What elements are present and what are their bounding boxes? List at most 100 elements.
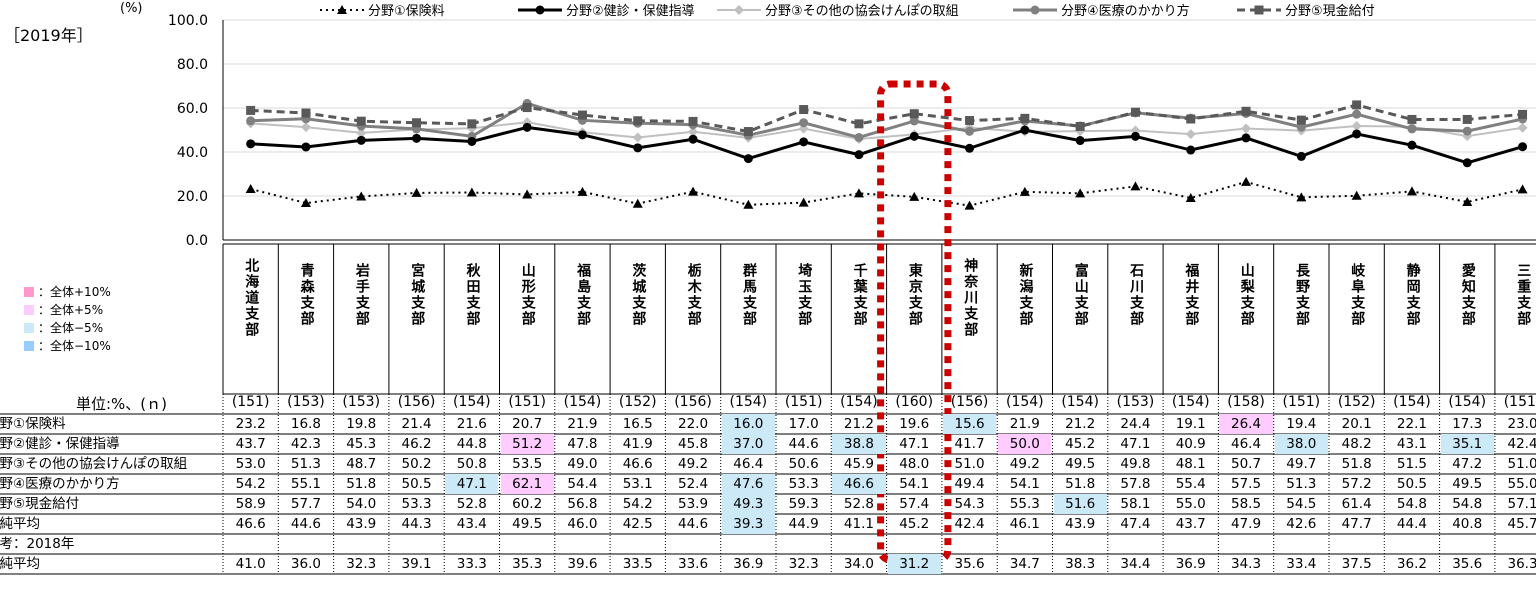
table-cell: 49.7 <box>1286 456 1317 472</box>
table-cell: 33.3 <box>456 556 487 572</box>
y-tick-label: 100.0 <box>168 13 208 29</box>
data-point <box>356 191 367 201</box>
table-cell: 42.5 <box>622 516 653 532</box>
table-cell: 48.2 <box>1341 436 1372 452</box>
table-cell: 40.8 <box>1452 516 1483 532</box>
table-cell: 47.7 <box>1341 516 1372 532</box>
data-point <box>854 119 864 129</box>
table-cell: 50.6 <box>788 456 819 472</box>
category-label: 新潟支部 <box>1017 263 1034 327</box>
data-point <box>356 135 366 145</box>
table-cell: 35.3 <box>512 556 543 572</box>
data-point <box>1186 114 1196 124</box>
key-label: ：全体−10% <box>38 339 111 353</box>
category-label: 北海道支部 <box>243 258 260 338</box>
n-count: (154) <box>1393 394 1431 410</box>
data-point <box>1241 106 1251 116</box>
data-point <box>1075 188 1086 198</box>
row-label: 単純平均 <box>0 516 40 532</box>
key-swatch <box>24 287 34 297</box>
data-point <box>1185 129 1196 140</box>
series-line-3 <box>250 121 1523 141</box>
table-cell: 34.4 <box>1120 556 1151 572</box>
highlight-key-item: ：全体−5% <box>24 319 103 336</box>
table-cell: 47.8 <box>567 436 598 452</box>
n-count: (156) <box>674 394 712 410</box>
table-cell: 53.3 <box>788 476 819 492</box>
series-line-5 <box>250 103 1523 134</box>
legend-label: 分野②健診・保健指導 <box>566 3 695 19</box>
table-cell: 50.5 <box>1396 476 1427 492</box>
table-cell: 49.8 <box>1120 456 1151 472</box>
data-point <box>577 186 588 196</box>
table-cell: 51.5 <box>1396 456 1427 472</box>
data-point <box>522 189 533 199</box>
n-count: (154) <box>563 394 602 410</box>
category-label: 千葉支部 <box>851 263 868 327</box>
data-point <box>1407 140 1417 150</box>
data-point <box>577 110 587 120</box>
data-point <box>1020 113 1030 123</box>
data-point <box>853 188 864 198</box>
n-count: (154) <box>1061 394 1099 410</box>
legend-marker <box>337 5 347 14</box>
table-cell: 46.0 <box>567 516 598 532</box>
n-count: (153) <box>342 394 381 410</box>
category-label: 岩手支部 <box>353 263 370 327</box>
data-point <box>300 198 311 208</box>
table-cell: 54.1 <box>899 476 930 492</box>
table-cell: 23.0 <box>1507 416 1536 432</box>
table-cell: 46.1 <box>1009 516 1040 532</box>
table-cell: 51.3 <box>290 456 321 472</box>
legend-label: 分野④医療のかかり方 <box>1061 3 1190 19</box>
table-cell: 46.2 <box>401 436 432 452</box>
data-point <box>743 154 753 164</box>
category-label: 埼玉支部 <box>796 263 813 327</box>
table-cell: 54.1 <box>1009 476 1040 492</box>
data-point <box>743 199 754 209</box>
legend-marker <box>1030 5 1040 15</box>
table-cell: 43.1 <box>1396 436 1427 452</box>
table-cell: 43.4 <box>456 516 487 532</box>
data-point <box>964 200 975 210</box>
n-count: (154) <box>1006 394 1044 410</box>
table-cell: 47.1 <box>1120 436 1151 452</box>
data-point <box>688 126 699 137</box>
table-cell: 51.3 <box>1286 476 1317 492</box>
data-point <box>743 127 753 137</box>
table-cell: 38.8 <box>832 434 886 454</box>
data-point <box>965 143 975 153</box>
data-point <box>688 186 699 196</box>
data-point <box>798 197 809 207</box>
category-label: 山梨支部 <box>1238 263 1255 327</box>
data-point <box>1019 186 1030 196</box>
table-cell: 15.6 <box>942 414 997 434</box>
data-point <box>1185 192 1196 202</box>
y-tick-label: 20.0 <box>177 189 208 205</box>
data-point <box>1130 107 1140 117</box>
data-point <box>799 105 809 115</box>
table-cell: 37.0 <box>721 434 775 454</box>
data-point <box>799 118 809 128</box>
data-point <box>1352 100 1362 110</box>
data-point <box>300 122 311 133</box>
data-point <box>632 198 643 208</box>
table-cell: 57.2 <box>1341 476 1372 492</box>
table-cell: 54.0 <box>346 496 377 512</box>
row-label: 単純平均 <box>0 556 40 572</box>
n-count: (153) <box>287 394 325 410</box>
data-point <box>1462 196 1473 206</box>
table-cell: 57.8 <box>1120 476 1151 492</box>
data-point <box>1241 133 1251 143</box>
data-point <box>909 131 919 141</box>
table-cell: 43.9 <box>1065 516 1096 532</box>
y-unit-label: (%) <box>120 1 143 16</box>
table-cell: 47.6 <box>721 474 775 494</box>
data-point <box>1075 121 1085 131</box>
table-cell: 19.6 <box>899 416 930 432</box>
table-cell: 49.0 <box>567 456 598 472</box>
data-point <box>356 116 366 126</box>
row-label: 分野①保険料 <box>0 416 66 432</box>
table-cell: 21.4 <box>401 416 432 432</box>
table-cell: 39.6 <box>567 556 598 572</box>
